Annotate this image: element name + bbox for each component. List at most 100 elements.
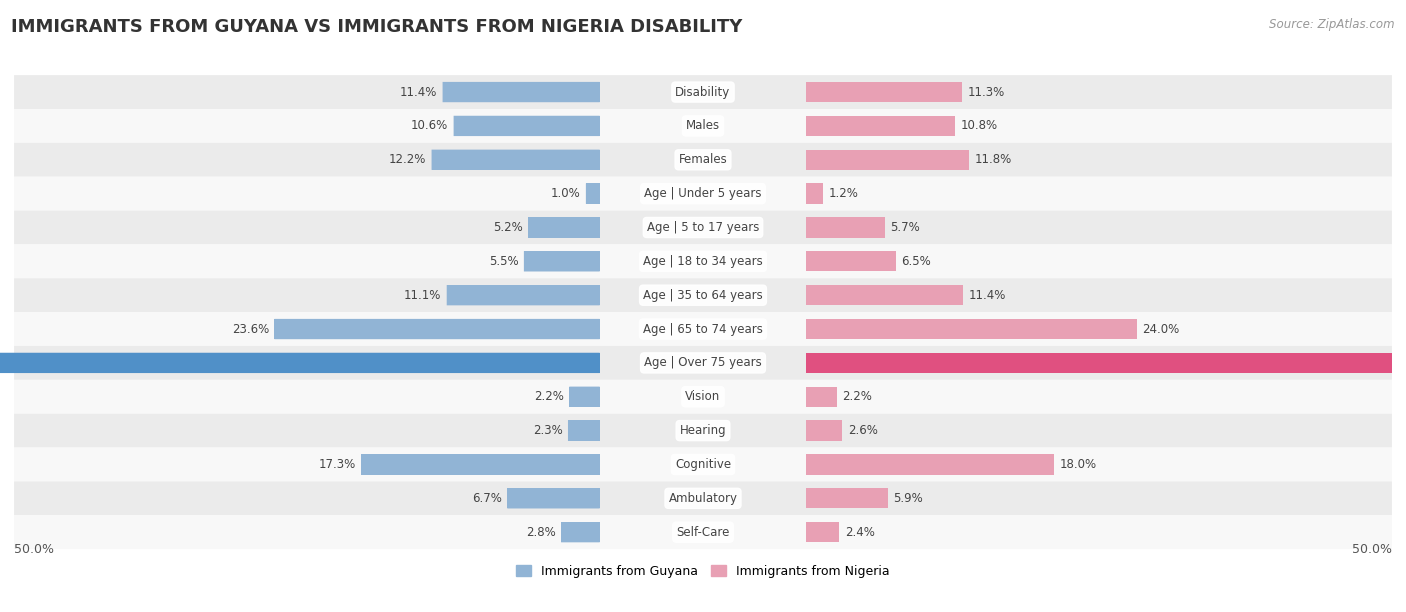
FancyBboxPatch shape xyxy=(432,149,599,170)
FancyBboxPatch shape xyxy=(529,217,599,237)
FancyBboxPatch shape xyxy=(14,447,1392,482)
Text: 10.6%: 10.6% xyxy=(411,119,449,132)
Text: 2.2%: 2.2% xyxy=(534,390,564,403)
Text: 5.9%: 5.9% xyxy=(893,492,922,505)
Text: Males: Males xyxy=(686,119,720,132)
Legend: Immigrants from Guyana, Immigrants from Nigeria: Immigrants from Guyana, Immigrants from … xyxy=(512,560,894,583)
Bar xyxy=(807,353,1406,373)
Text: 6.5%: 6.5% xyxy=(901,255,931,268)
FancyBboxPatch shape xyxy=(568,420,599,441)
FancyBboxPatch shape xyxy=(14,109,1392,143)
Bar xyxy=(807,285,963,305)
Text: 12.2%: 12.2% xyxy=(388,153,426,166)
Text: Age | 65 to 74 years: Age | 65 to 74 years xyxy=(643,323,763,335)
FancyBboxPatch shape xyxy=(361,454,599,475)
FancyBboxPatch shape xyxy=(14,143,1392,177)
Bar xyxy=(807,454,1054,475)
Bar xyxy=(807,420,842,441)
Bar xyxy=(529,217,599,237)
Text: Source: ZipAtlas.com: Source: ZipAtlas.com xyxy=(1270,18,1395,31)
Text: Hearing: Hearing xyxy=(679,424,727,437)
Bar xyxy=(0,353,599,373)
FancyBboxPatch shape xyxy=(14,346,1392,380)
FancyBboxPatch shape xyxy=(508,488,599,509)
FancyBboxPatch shape xyxy=(561,522,599,542)
Bar xyxy=(807,488,887,509)
Text: Age | Under 5 years: Age | Under 5 years xyxy=(644,187,762,200)
Text: 2.6%: 2.6% xyxy=(848,424,877,437)
Text: Age | 35 to 64 years: Age | 35 to 64 years xyxy=(643,289,763,302)
Bar xyxy=(807,387,837,407)
Text: 2.3%: 2.3% xyxy=(533,424,562,437)
FancyBboxPatch shape xyxy=(0,353,599,373)
Text: 17.3%: 17.3% xyxy=(319,458,356,471)
Text: Ambulatory: Ambulatory xyxy=(668,492,738,505)
Text: 2.4%: 2.4% xyxy=(845,526,875,539)
Bar xyxy=(561,522,599,542)
Bar xyxy=(443,82,599,102)
FancyBboxPatch shape xyxy=(14,482,1392,515)
Text: 2.2%: 2.2% xyxy=(842,390,872,403)
FancyBboxPatch shape xyxy=(524,251,599,272)
Text: Age | 5 to 17 years: Age | 5 to 17 years xyxy=(647,221,759,234)
Text: 6.7%: 6.7% xyxy=(472,492,502,505)
Text: 1.2%: 1.2% xyxy=(828,187,858,200)
Bar xyxy=(524,251,599,272)
Text: 11.3%: 11.3% xyxy=(967,86,1005,99)
Text: 10.8%: 10.8% xyxy=(960,119,998,132)
Bar xyxy=(807,319,1137,339)
Text: Disability: Disability xyxy=(675,86,731,99)
Bar xyxy=(274,319,599,339)
Bar xyxy=(807,116,955,136)
Bar xyxy=(807,522,839,542)
Text: 50.0%: 50.0% xyxy=(1353,543,1392,556)
FancyBboxPatch shape xyxy=(14,515,1392,549)
Text: Cognitive: Cognitive xyxy=(675,458,731,471)
Text: 5.2%: 5.2% xyxy=(492,221,523,234)
FancyBboxPatch shape xyxy=(586,184,599,204)
Bar xyxy=(568,420,599,441)
FancyBboxPatch shape xyxy=(14,278,1392,312)
Bar xyxy=(807,217,884,237)
Bar xyxy=(447,285,599,305)
Text: 24.0%: 24.0% xyxy=(1143,323,1180,335)
Text: 5.5%: 5.5% xyxy=(489,255,519,268)
Bar xyxy=(807,82,962,102)
FancyBboxPatch shape xyxy=(14,414,1392,447)
Text: Self-Care: Self-Care xyxy=(676,526,730,539)
FancyBboxPatch shape xyxy=(454,116,599,136)
Text: 11.1%: 11.1% xyxy=(404,289,441,302)
Text: 11.4%: 11.4% xyxy=(399,86,437,99)
FancyBboxPatch shape xyxy=(447,285,599,305)
Bar xyxy=(807,149,969,170)
Text: Age | 18 to 34 years: Age | 18 to 34 years xyxy=(643,255,763,268)
FancyBboxPatch shape xyxy=(14,312,1392,346)
Bar xyxy=(807,184,823,204)
Text: 23.6%: 23.6% xyxy=(232,323,269,335)
Bar xyxy=(569,387,599,407)
Bar xyxy=(807,251,896,272)
FancyBboxPatch shape xyxy=(14,75,1392,109)
Text: Females: Females xyxy=(679,153,727,166)
FancyBboxPatch shape xyxy=(443,82,599,102)
Text: 50.0%: 50.0% xyxy=(14,543,53,556)
FancyBboxPatch shape xyxy=(14,244,1392,278)
Text: Age | Over 75 years: Age | Over 75 years xyxy=(644,356,762,370)
Text: 11.4%: 11.4% xyxy=(969,289,1007,302)
Text: 1.0%: 1.0% xyxy=(551,187,581,200)
FancyBboxPatch shape xyxy=(14,177,1392,211)
FancyBboxPatch shape xyxy=(569,387,599,407)
FancyBboxPatch shape xyxy=(14,211,1392,244)
Bar xyxy=(508,488,599,509)
Text: 11.8%: 11.8% xyxy=(974,153,1012,166)
Text: 2.8%: 2.8% xyxy=(526,526,555,539)
Bar xyxy=(454,116,599,136)
Text: 5.7%: 5.7% xyxy=(890,221,920,234)
FancyBboxPatch shape xyxy=(14,380,1392,414)
Bar xyxy=(361,454,599,475)
Text: 18.0%: 18.0% xyxy=(1060,458,1097,471)
Bar xyxy=(586,184,599,204)
Text: IMMIGRANTS FROM GUYANA VS IMMIGRANTS FROM NIGERIA DISABILITY: IMMIGRANTS FROM GUYANA VS IMMIGRANTS FRO… xyxy=(11,18,742,36)
Text: Vision: Vision xyxy=(685,390,721,403)
Bar xyxy=(432,149,599,170)
